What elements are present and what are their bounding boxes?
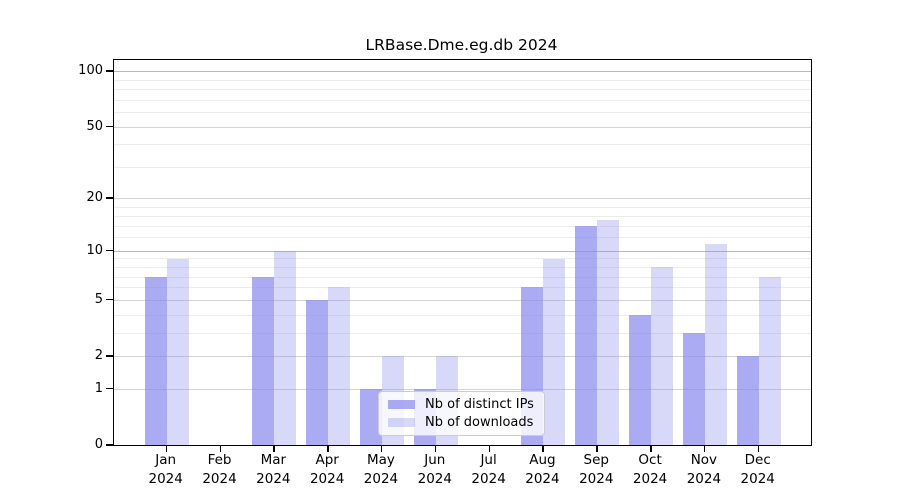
minor-gridline (114, 215, 811, 217)
x-tick (165, 445, 168, 452)
x-tick (327, 445, 329, 452)
bar-distinct-ips-jan (144, 276, 167, 445)
minor-gridline (114, 99, 811, 101)
x-tick (596, 445, 598, 452)
bar-downloads-nov (704, 243, 727, 445)
y-tick (106, 249, 113, 252)
y-tick-label: 0 (94, 437, 103, 452)
minor-gridline (114, 225, 811, 227)
minor-gridline (114, 332, 811, 334)
y-tick (106, 197, 113, 199)
y-tick-label: 1 (94, 380, 103, 396)
x-tick-label: Sep 2024 (579, 452, 614, 487)
x-tick (273, 445, 275, 452)
minor-gridline (114, 258, 811, 260)
plot-area (113, 59, 812, 446)
bar-downloads-sep (597, 220, 620, 445)
legend: Nb of distinct IPs Nb of downloads (378, 391, 545, 436)
x-tick-label: Feb 2024 (202, 452, 237, 487)
bar-downloads-dec (758, 276, 781, 445)
bar-distinct-ips-sep (575, 225, 598, 445)
x-tick-label: Jul 2024 (471, 452, 506, 487)
legend-label-downloads: Nb of downloads (425, 414, 534, 430)
legend-entry-distinct-ips: Nb of distinct IPs (388, 396, 535, 414)
x-tick (542, 445, 544, 452)
x-tick (380, 445, 383, 452)
y-tick-label: 20 (86, 190, 103, 206)
x-tick (434, 445, 437, 452)
x-tick (703, 445, 706, 452)
y-tick (106, 355, 113, 357)
x-tick-label: Jun 2024 (417, 452, 452, 487)
minor-gridline (114, 237, 811, 239)
y-tick (106, 298, 113, 301)
y-tick (106, 125, 113, 128)
bar-distinct-ips-apr (306, 299, 329, 445)
bar-distinct-ips-nov (682, 332, 705, 445)
minor-gridline (114, 89, 811, 91)
minor-gridline (114, 206, 811, 208)
minor-gridline (114, 166, 811, 168)
x-tick (757, 445, 760, 452)
bar-downloads-mar (274, 250, 297, 445)
y-tick-label: 2 (94, 348, 103, 363)
y-tick-label: 5 (94, 291, 103, 307)
major-gridline (114, 250, 811, 252)
major-gridline (114, 388, 811, 390)
bar-distinct-ips-mar (252, 276, 275, 445)
chart-title: LRBase.Dme.eg.db 2024 (365, 36, 558, 54)
minor-gridline (114, 276, 811, 278)
x-tick-label: Aug 2024 (525, 452, 560, 487)
bar-downloads-aug (543, 258, 566, 445)
minor-gridline (114, 79, 811, 81)
x-tick-label: Oct 2024 (632, 452, 668, 487)
minor-gridline (114, 314, 811, 316)
minor-gridline (114, 287, 811, 289)
x-tick (650, 445, 652, 452)
y-tick-label: 100 (78, 63, 103, 79)
major-gridline (114, 126, 811, 128)
x-tick-label: Mar 2024 (256, 452, 291, 487)
bar-distinct-ips-oct (629, 314, 652, 445)
major-gridline (114, 299, 811, 301)
x-tick-label: Jan 2024 (148, 452, 183, 487)
major-gridline (114, 71, 811, 73)
y-tick (106, 444, 113, 446)
bar-downloads-apr (328, 287, 351, 445)
bar-downloads-jan (166, 258, 189, 445)
bar-downloads-oct (651, 267, 674, 445)
x-tick-label: Apr 2024 (309, 452, 345, 487)
bar-distinct-ips-may (359, 388, 382, 445)
y-tick (106, 387, 113, 390)
legend-swatch-downloads (388, 417, 415, 427)
minor-gridline (114, 267, 811, 269)
minor-gridline (114, 112, 811, 114)
x-tick (219, 445, 222, 452)
x-tick-label: May 2024 (363, 452, 399, 487)
y-tick-label: 10 (86, 242, 103, 258)
x-tick-label: Nov 2024 (686, 452, 722, 487)
y-tick-label: 50 (86, 118, 103, 134)
major-gridline (114, 198, 811, 200)
y-tick (106, 70, 113, 72)
legend-label-distinct-ips: Nb of distinct IPs (425, 397, 534, 413)
legend-entry-downloads: Nb of downloads (388, 414, 535, 432)
minor-gridline (114, 144, 811, 146)
x-tick (488, 445, 491, 452)
legend-swatch-distinct-ips (388, 400, 415, 410)
bar-distinct-ips-dec (736, 356, 759, 445)
major-gridline (114, 356, 811, 357)
x-tick-label: Dec 2024 (740, 452, 775, 487)
